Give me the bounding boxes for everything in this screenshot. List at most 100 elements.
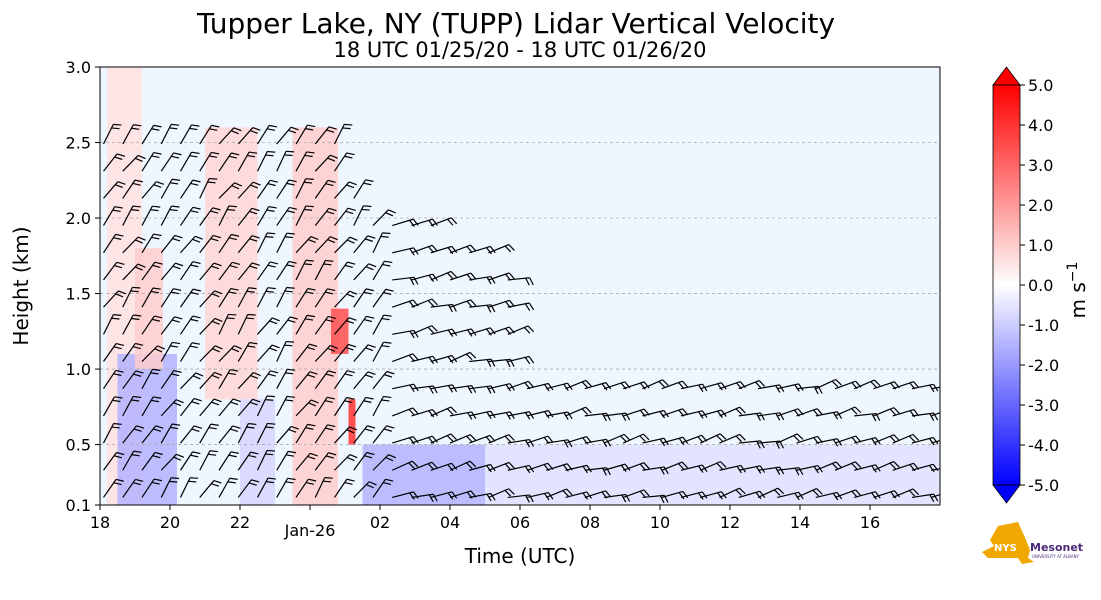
- wind-barb: [257, 344, 280, 362]
- wind-barb: [430, 491, 458, 500]
- wind-barb: [276, 477, 296, 498]
- wind-barb: [333, 396, 355, 417]
- wind-barb: [738, 412, 765, 421]
- barb-flag: [307, 287, 316, 291]
- wind-barb: [738, 440, 765, 449]
- wind-barb: [295, 314, 316, 335]
- wind-barb: [256, 395, 275, 417]
- wind-barb: [314, 424, 336, 444]
- wind-barb: [276, 260, 297, 281]
- y-tick-label: 1.5: [66, 285, 91, 304]
- barb-flag: [586, 465, 592, 473]
- barb-flag: [658, 380, 666, 388]
- barb-flag: [348, 181, 357, 186]
- barb-flag: [466, 300, 473, 308]
- barb-flag: [173, 456, 182, 461]
- barb-flag: [431, 244, 438, 252]
- barb-flag: [153, 124, 162, 128]
- barb-flag: [130, 209, 140, 212]
- wind-barb: [102, 422, 122, 444]
- barb-flag: [249, 210, 258, 215]
- wind-barb: [314, 344, 338, 362]
- barb-flag: [191, 124, 200, 127]
- barb-flag: [412, 407, 419, 415]
- wind-barb: [873, 434, 900, 444]
- colorbar-tick-label: 4.0: [1028, 116, 1053, 135]
- barb-flag: [112, 399, 121, 403]
- barb-flag: [265, 290, 274, 293]
- barb-flag: [408, 354, 415, 362]
- barb-flag: [388, 454, 397, 459]
- barb-flag: [450, 217, 458, 225]
- wind-barb: [392, 460, 419, 471]
- barb-flag: [307, 423, 316, 427]
- barb-flag: [286, 232, 295, 235]
- wind-barb: [199, 262, 222, 281]
- wind-barb: [237, 181, 261, 199]
- barb-flag: [285, 454, 294, 457]
- wind-barb: [873, 460, 900, 471]
- wind-barb: [911, 436, 939, 446]
- barb-flag: [230, 369, 239, 372]
- barb-flag: [871, 413, 877, 422]
- barb-staff: [931, 412, 940, 417]
- wind-barb: [180, 425, 203, 444]
- barb-flag: [269, 261, 278, 265]
- barb-flag: [621, 494, 627, 503]
- barb-flag: [214, 290, 223, 295]
- wind-barb: [507, 438, 535, 448]
- barb-flag: [325, 259, 334, 262]
- wind-barb: [430, 328, 458, 337]
- barb-flag: [112, 209, 121, 213]
- barb-flag: [151, 155, 160, 159]
- barb-flag: [874, 379, 881, 387]
- wind-barb: [777, 433, 804, 444]
- barb-flag: [230, 451, 239, 454]
- x-tick-label: 20: [160, 513, 180, 532]
- barb-flag: [214, 371, 223, 376]
- wind-barb: [237, 341, 258, 362]
- wind-barb: [757, 487, 785, 498]
- barb-flag: [212, 348, 220, 353]
- barb-flag: [639, 463, 646, 471]
- barb-flag: [363, 291, 372, 295]
- barb-flag: [305, 259, 314, 262]
- barb-flag: [306, 346, 315, 351]
- barb-flag: [265, 399, 274, 401]
- barb-flag: [368, 263, 377, 268]
- barb-flag: [287, 450, 297, 454]
- barb-flag: [586, 491, 592, 499]
- barb-flag: [213, 234, 222, 239]
- wind-barb: [160, 262, 184, 281]
- wind-barb: [276, 450, 297, 471]
- barb-flag: [136, 425, 145, 429]
- barb-flag: [213, 479, 222, 484]
- barb-flag: [760, 412, 765, 421]
- wind-barb: [314, 288, 336, 308]
- barb-flag: [755, 381, 762, 389]
- barb-flag: [428, 356, 435, 365]
- barb-flag: [175, 262, 184, 267]
- barb-flag: [889, 408, 897, 416]
- barb-flag: [194, 235, 203, 240]
- wind-barb: [218, 152, 240, 172]
- barb-flag: [602, 467, 607, 476]
- x-tick-label: 22: [230, 513, 250, 532]
- wind-barb: [218, 369, 239, 390]
- barb-flag: [228, 454, 237, 458]
- y-tick-label: 3.0: [66, 58, 91, 77]
- barb-flag: [285, 399, 294, 402]
- barb-flag: [384, 374, 393, 378]
- barb-flag: [153, 151, 162, 155]
- barb-flag: [381, 399, 390, 402]
- barb-flag: [230, 130, 239, 135]
- barb-flag: [228, 155, 238, 159]
- barb-flag: [567, 411, 573, 420]
- barb-flag: [543, 384, 550, 392]
- barb-flag: [211, 320, 220, 325]
- barb-flag: [581, 408, 589, 415]
- barb-flag: [364, 238, 373, 242]
- barb-flag: [466, 435, 473, 443]
- x-tick-label: 04: [440, 513, 460, 532]
